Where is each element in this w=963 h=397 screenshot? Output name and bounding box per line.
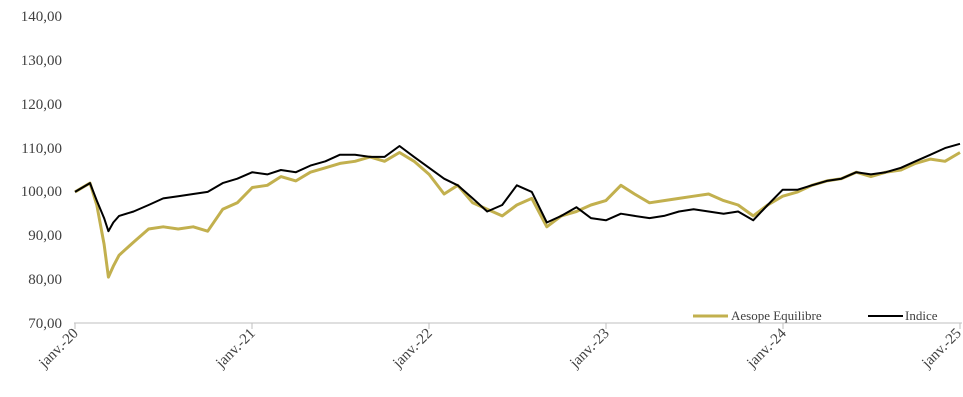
y-tick-label: 140,00 <box>21 9 62 25</box>
x-tick-label: janv.-20 <box>35 326 81 372</box>
y-tick-label: 90,00 <box>28 228 62 244</box>
series-line-indice <box>74 142 961 233</box>
y-tick-label: 120,00 <box>21 97 62 113</box>
x-axis-labels: janv.-20 janv.-21 janv.-22 janv.-23 janv… <box>35 325 963 372</box>
legend-label-indice: Indice <box>905 308 938 323</box>
y-tick-label: 100,00 <box>21 184 62 200</box>
legend-label-aesope-equilibre: Aesope Equilibre <box>731 308 822 323</box>
series-layer <box>74 142 961 279</box>
x-tick-label: janv.-25 <box>918 326 963 372</box>
y-tick-label: 70,00 <box>28 316 62 332</box>
y-tick-label: 130,00 <box>21 53 62 69</box>
x-axis <box>74 322 962 329</box>
y-tick-label: 80,00 <box>28 272 62 288</box>
legend: Aesope Equilibre Indice <box>693 308 938 323</box>
x-tick-label: janv.-22 <box>389 326 435 372</box>
y-axis-labels: 70,00 80,00 90,00 100,00 110,00 120,00 1… <box>21 9 62 332</box>
x-tick-label: janv.-24 <box>743 325 790 372</box>
y-tick-label: 110,00 <box>21 141 62 157</box>
x-tick-label: janv.-21 <box>212 326 258 372</box>
x-tick-label: janv.-23 <box>566 326 612 372</box>
series-line-aesope-equilibre <box>74 151 961 279</box>
